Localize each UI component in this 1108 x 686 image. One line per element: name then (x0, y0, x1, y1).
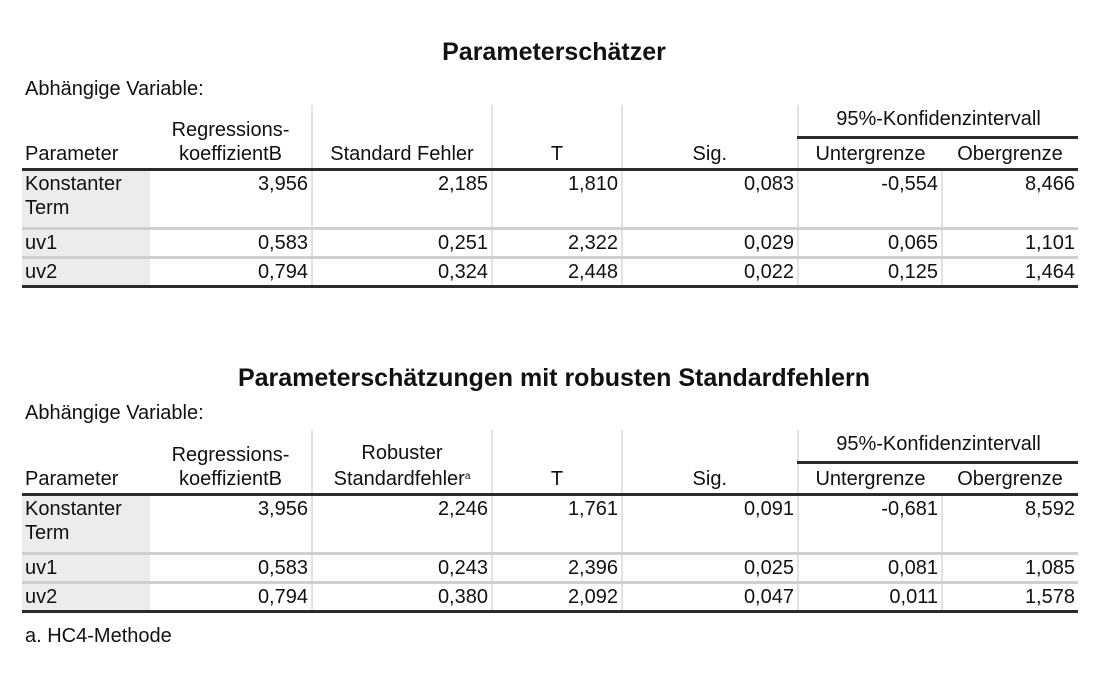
column-group-header: 95%-Konfidenzintervall (798, 430, 1078, 464)
footnote-marker: a (464, 470, 471, 482)
footnote: a. HC4-Methode (25, 625, 172, 647)
cell: 1,464 (942, 257, 1078, 288)
cell: 2,246 (312, 494, 493, 555)
table: Parameter Regressions- koeffizientB Robust… (22, 430, 1078, 613)
column-header: Obergrenze (942, 462, 1078, 496)
cell: 0,243 (312, 553, 493, 584)
cell: 2,322 (492, 228, 623, 259)
column-header: Robuster Standardfehlera (312, 430, 493, 496)
cell: -0,554 (798, 169, 943, 230)
table-header: Parameter Regressions- koeffizientB Robust… (22, 430, 1078, 496)
table-title: Parameterschätzer (442, 38, 666, 66)
cell: 2,448 (492, 257, 623, 288)
cell: 0,324 (312, 257, 493, 288)
cell: 0,083 (622, 169, 799, 230)
header-row: Untergrenze Obergrenze (22, 462, 1078, 496)
cell: 0,125 (798, 257, 943, 288)
table-row: uv2 0,794 0,324 2,448 0,022 0,125 1,464 (22, 257, 1078, 288)
table-row: uv1 0,583 0,251 2,322 0,029 0,065 1,101 (22, 228, 1078, 259)
table-row: uv1 0,583 0,243 2,396 0,025 0,081 1,085 (22, 553, 1078, 584)
header-row: Untergrenze Obergrenze (22, 137, 1078, 171)
row-label: uv1 (22, 228, 150, 259)
row-label: Konstanter Term (22, 169, 150, 230)
dependent-variable: Abhängige Variable: (25, 78, 204, 100)
cell: 0,029 (622, 228, 799, 259)
cell: 2,092 (492, 582, 623, 613)
column-group-header: 95%-Konfidenzintervall (798, 105, 1078, 139)
cell: 0,794 (150, 257, 313, 288)
cell: 0,081 (798, 553, 943, 584)
cell: -0,681 (798, 494, 943, 555)
row-label: uv1 (22, 553, 150, 584)
table-header: Parameter Regressions- koeffizientB Standa… (22, 105, 1078, 171)
column-header: Standard Fehler (312, 105, 493, 171)
row-label: uv2 (22, 582, 150, 613)
cell: 0,380 (312, 582, 493, 613)
cell: 2,185 (312, 169, 493, 230)
column-header: Parameter (22, 105, 150, 171)
cell: 0,047 (622, 582, 799, 613)
row-label: Konstanter Term (22, 494, 150, 555)
cell: 0,583 (150, 228, 313, 259)
table-row: Konstanter Term 3,956 2,185 1,810 0,083 -0,55… (22, 169, 1078, 230)
cell: 0,065 (798, 228, 943, 259)
cell: 0,091 (622, 494, 799, 555)
cell: 2,396 (492, 553, 623, 584)
column-header: Sig. (622, 105, 799, 171)
cell: 8,592 (942, 494, 1078, 555)
cell: 0,794 (150, 582, 313, 613)
cell: 3,956 (150, 169, 313, 230)
column-header: Parameter (22, 430, 150, 496)
dependent-variable: Abhängige Variable: (25, 402, 204, 424)
column-header: T (492, 430, 623, 496)
table-body: Konstanter Term 3,956 2,246 1,761 0,091 -0,68… (22, 494, 1078, 613)
header-row: Parameter Regressions- koeffizientB Robust… (22, 430, 1078, 496)
cell: 1,085 (942, 553, 1078, 584)
cell: 0,025 (622, 553, 799, 584)
row-label: uv2 (22, 257, 150, 288)
header-row: Parameter Regressions- koeffizientB Standa… (22, 105, 1078, 171)
cell: 1,578 (942, 582, 1078, 613)
table: Parameter Regressions- koeffizientB Standa… (22, 105, 1078, 288)
column-header: T (492, 105, 623, 171)
cell: 0,022 (622, 257, 799, 288)
cell: 0,011 (798, 582, 943, 613)
column-header: Regressions- koeffizientB (150, 430, 313, 496)
cell: 3,956 (150, 494, 313, 555)
cell: 1,761 (492, 494, 623, 555)
column-header: Regressions- koeffizientB (150, 105, 313, 171)
table-title: Parameterschätzungen mit robusten Standa… (237, 364, 871, 392)
column-header: Untergrenze (798, 462, 942, 496)
cell: 0,583 (150, 553, 313, 584)
table-body: Konstanter Term 3,956 2,185 1,810 0,083 -0,55… (22, 169, 1078, 288)
table-row: uv2 0,794 0,380 2,092 0,047 0,011 1,578 (22, 582, 1078, 613)
cell: 8,466 (942, 169, 1078, 230)
cell: 1,101 (942, 228, 1078, 259)
cell: 0,251 (312, 228, 493, 259)
column-header: Untergrenze (798, 137, 942, 171)
column-header: Sig. (622, 430, 799, 496)
table-row: Konstanter Term 3,956 2,246 1,761 0,091 -0,68… (22, 494, 1078, 555)
cell: 1,810 (492, 169, 623, 230)
column-header: Obergrenze (942, 137, 1078, 171)
